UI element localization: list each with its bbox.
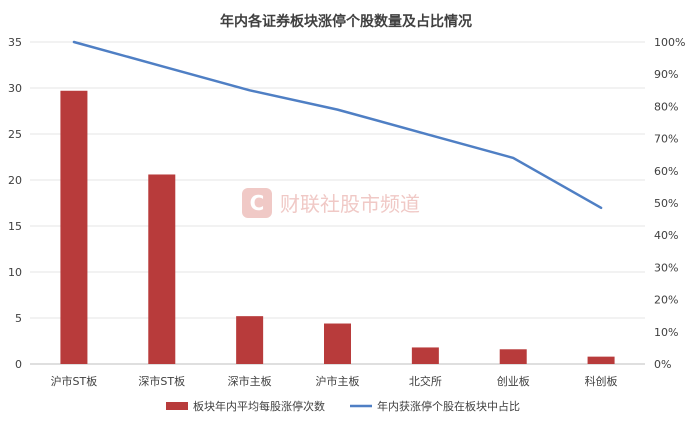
y-left-tick-label: 25 — [8, 128, 22, 141]
x-tick-label: 深市ST板 — [138, 374, 185, 388]
bar — [499, 349, 527, 364]
bar — [148, 174, 176, 364]
x-tick-label: 北交所 — [409, 374, 442, 388]
y-left-tick-label: 0 — [15, 358, 22, 371]
y-right-tick-label: 40% — [654, 229, 678, 242]
legend-bar-swatch — [166, 402, 188, 410]
y-right-tick-label: 90% — [654, 68, 678, 81]
watermark-logo-letter: C — [250, 191, 265, 215]
y-left-tick-label: 20 — [8, 174, 22, 187]
y-right-tick-label: 60% — [654, 165, 678, 178]
y-left-tick-label: 5 — [15, 312, 22, 325]
y-left-tick-label: 35 — [8, 36, 22, 49]
legend-bar-label: 板块年内平均每股涨停次数 — [193, 399, 325, 413]
y-axis-right: 0% 10% 20% 30% 40% 50% 60% 70% 80% 90% 100% — [654, 36, 685, 371]
watermark-text: 财联社股市频道 — [280, 192, 420, 216]
y-right-tick-label: 30% — [654, 261, 678, 274]
y-axis-left: 0 5 10 15 20 25 30 35 — [8, 36, 22, 371]
chart-title: 年内各证券板块涨停个股数量及占比情况 — [220, 13, 472, 30]
y-right-tick-label: 70% — [654, 133, 678, 146]
bar-series — [60, 90, 615, 364]
legend-line-label: 年内获涨停个股在板块中占比 — [377, 399, 520, 413]
y-right-tick-label: 10% — [654, 326, 678, 339]
bar — [60, 90, 88, 364]
x-tick-label: 沪市ST板 — [51, 374, 98, 388]
y-right-tick-label: 50% — [654, 197, 678, 210]
x-tick-label: 创业板 — [497, 374, 530, 388]
series-line — [72, 40, 603, 210]
watermark: C 财联社股市频道 — [242, 188, 420, 218]
y-right-tick-label: 100% — [654, 36, 685, 49]
bar — [324, 323, 351, 364]
bar — [587, 356, 615, 364]
y-right-tick-label: 20% — [654, 294, 678, 307]
x-axis: 沪市ST板 深市ST板 深市主板 沪市主板 北交所 创业板 科创板 — [51, 374, 618, 388]
y-left-tick-label: 10 — [8, 266, 22, 279]
line-series — [72, 40, 603, 210]
y-left-tick-label: 15 — [8, 220, 22, 233]
bar — [411, 347, 439, 364]
x-tick-label: 沪市主板 — [316, 374, 360, 388]
legend: 板块年内平均每股涨停次数 年内获涨停个股在板块中占比 — [166, 399, 520, 413]
y-right-tick-label: 80% — [654, 100, 678, 113]
x-tick-label: 深市主板 — [228, 374, 272, 388]
x-tick-label: 科创板 — [585, 374, 618, 388]
y-right-tick-label: 0% — [654, 358, 671, 371]
bar — [236, 316, 264, 364]
y-left-tick-label: 30 — [8, 82, 22, 95]
